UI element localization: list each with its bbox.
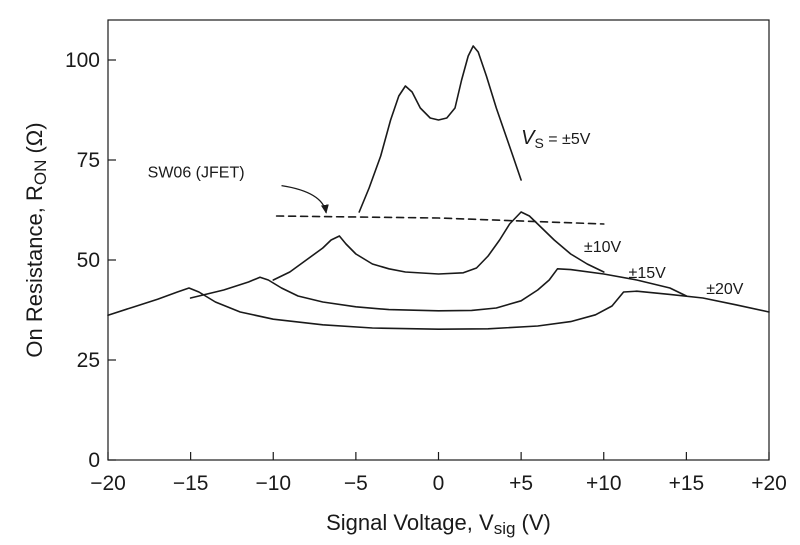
y-tick-label: 75 xyxy=(77,149,100,172)
x-tick-label: −20 xyxy=(90,472,126,495)
x-tick-label: −15 xyxy=(173,472,209,495)
y-axis-title-unit: (Ω) xyxy=(22,122,47,159)
series-label-10v: ±10V xyxy=(584,239,622,256)
y-axis-title-sub: ON xyxy=(31,160,50,186)
series-line-sw06-jfet xyxy=(275,215,605,225)
x-tick-label: +15 xyxy=(669,472,705,495)
annotation-arrow xyxy=(281,184,329,214)
x-tick-label: +10 xyxy=(586,472,622,495)
series-line-10v xyxy=(272,211,605,281)
x-axis-ticks: −20 −15 −10 −5 0 +5 +10 +15 +20 xyxy=(90,452,787,495)
x-tick-label: +20 xyxy=(751,472,787,495)
x-axis-title-unit: (V) xyxy=(515,510,550,535)
series-line-5v xyxy=(358,45,522,213)
series-label-5v: VS = ±5V xyxy=(521,127,591,151)
series-line-15v xyxy=(189,267,688,312)
x-axis-title: Signal Voltage, Vsig (V) xyxy=(326,510,551,538)
annotations xyxy=(281,184,329,214)
x-tick-label: −10 xyxy=(255,472,291,495)
plot-frame xyxy=(107,19,770,461)
series-lines xyxy=(107,45,770,331)
series-label-sw06-jfet: SW06 (JFET) xyxy=(148,165,245,182)
series-labels: VS = ±5V ±10V ±15V ±20V SW06 (JFET) xyxy=(148,127,744,298)
y-tick-label: 0 xyxy=(88,449,100,472)
y-axis-ticks: 0 25 50 75 100 xyxy=(65,49,116,472)
x-tick-label: +5 xyxy=(509,472,533,495)
x-tick-label: −5 xyxy=(344,472,368,495)
y-tick-label: 50 xyxy=(77,249,100,272)
y-axis-title-main: On Resistance, R xyxy=(22,185,47,357)
series-label-20v: ±20V xyxy=(706,281,744,298)
series-line-20v xyxy=(107,287,770,331)
y-tick-label: 100 xyxy=(65,49,100,72)
x-axis-title-sub: sig xyxy=(494,519,516,538)
x-tick-label: 0 xyxy=(433,472,445,495)
y-tick-label: 25 xyxy=(77,349,100,372)
y-axis-title: On Resistance, RON (Ω) xyxy=(22,122,50,357)
series-label-15v: ±15V xyxy=(629,265,667,282)
x-axis-title-main: Signal Voltage, V xyxy=(326,510,494,535)
